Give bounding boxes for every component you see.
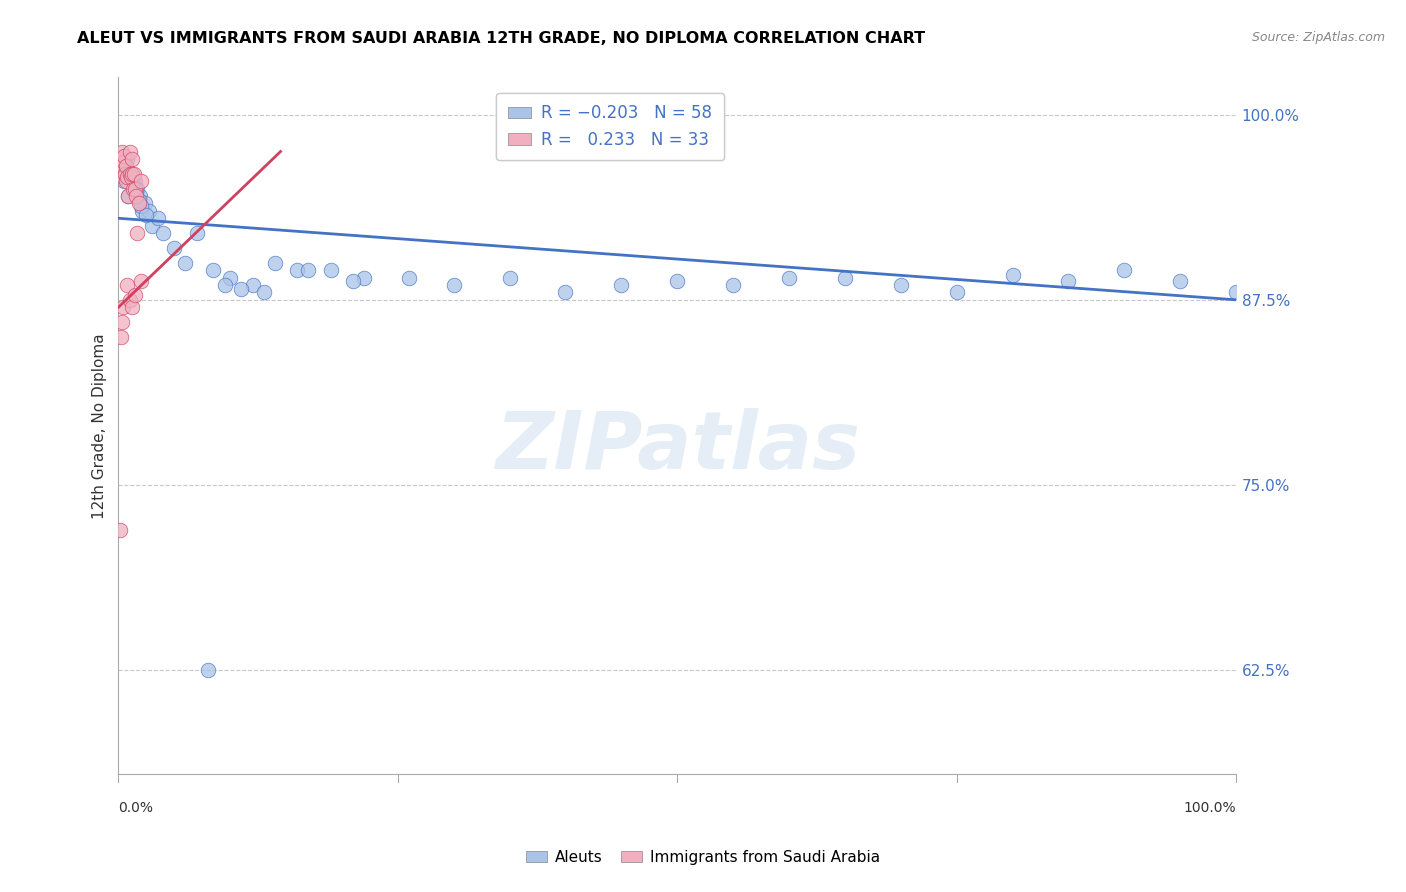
Legend: Aleuts, Immigrants from Saudi Arabia: Aleuts, Immigrants from Saudi Arabia xyxy=(520,844,886,871)
Point xyxy=(118,167,141,181)
Point xyxy=(353,270,375,285)
Point xyxy=(129,274,152,288)
Point xyxy=(1168,274,1191,288)
Point xyxy=(120,169,142,184)
Point xyxy=(197,664,219,678)
Point xyxy=(666,274,689,288)
Point xyxy=(174,256,197,270)
Point xyxy=(264,256,287,270)
Point xyxy=(443,278,465,293)
Point xyxy=(1114,263,1136,277)
Point xyxy=(128,196,150,211)
Point xyxy=(128,189,150,203)
Point xyxy=(1001,268,1024,282)
Point xyxy=(122,167,145,181)
Point xyxy=(202,263,225,277)
Point xyxy=(117,152,139,166)
Point xyxy=(231,282,253,296)
Point xyxy=(111,169,134,184)
Point xyxy=(125,185,148,199)
Point xyxy=(117,278,139,293)
Point xyxy=(721,278,744,293)
Point xyxy=(117,189,139,203)
Point xyxy=(285,263,308,277)
Point xyxy=(111,152,134,166)
Point xyxy=(118,293,141,307)
Text: ZIPatlas: ZIPatlas xyxy=(495,408,859,486)
Point xyxy=(117,169,139,184)
Point xyxy=(121,152,143,166)
Point xyxy=(112,155,135,169)
Point xyxy=(125,189,148,203)
Point xyxy=(398,270,420,285)
Text: ALEUT VS IMMIGRANTS FROM SAUDI ARABIA 12TH GRADE, NO DIPLOMA CORRELATION CHART: ALEUT VS IMMIGRANTS FROM SAUDI ARABIA 12… xyxy=(77,31,925,46)
Point xyxy=(128,194,150,208)
Point xyxy=(121,167,143,181)
Point xyxy=(498,270,520,285)
Point xyxy=(834,270,856,285)
Point xyxy=(214,278,236,293)
Point xyxy=(111,145,134,159)
Point xyxy=(890,278,912,293)
Point xyxy=(135,208,157,222)
Point xyxy=(117,189,139,203)
Point xyxy=(110,167,132,181)
Point xyxy=(297,263,319,277)
Point xyxy=(778,270,800,285)
Point xyxy=(342,274,364,288)
Y-axis label: 12th Grade, No Diploma: 12th Grade, No Diploma xyxy=(93,333,107,518)
Point xyxy=(111,160,134,174)
Point xyxy=(120,169,142,184)
Point xyxy=(112,174,135,188)
Point xyxy=(108,167,131,181)
Point xyxy=(127,181,149,195)
Point xyxy=(138,203,160,218)
Point xyxy=(129,199,152,213)
Point xyxy=(121,300,143,314)
Point xyxy=(554,285,576,300)
Legend: R = −0.203   N = 58, R =   0.233   N = 33: R = −0.203 N = 58, R = 0.233 N = 33 xyxy=(496,93,724,161)
Text: 0.0%: 0.0% xyxy=(118,801,153,815)
Point xyxy=(134,196,156,211)
Point xyxy=(141,219,163,233)
Point xyxy=(945,285,967,300)
Point xyxy=(110,330,132,344)
Point xyxy=(152,226,174,240)
Point xyxy=(124,174,146,188)
Point xyxy=(111,160,134,174)
Point xyxy=(124,288,146,302)
Point xyxy=(163,241,186,255)
Point xyxy=(131,203,153,218)
Point xyxy=(114,167,136,181)
Point xyxy=(319,263,342,277)
Point xyxy=(1057,274,1080,288)
Point xyxy=(122,181,145,195)
Point xyxy=(122,174,145,188)
Point xyxy=(186,226,208,240)
Point xyxy=(610,278,633,293)
Point xyxy=(115,174,138,188)
Point xyxy=(118,145,141,159)
Point xyxy=(110,152,132,166)
Point xyxy=(219,270,242,285)
Point xyxy=(242,278,264,293)
Text: Source: ZipAtlas.com: Source: ZipAtlas.com xyxy=(1251,31,1385,45)
Point xyxy=(122,181,145,195)
Point xyxy=(111,300,134,314)
Point xyxy=(118,167,141,181)
Point xyxy=(115,160,138,174)
Point xyxy=(129,174,152,188)
Point xyxy=(253,285,276,300)
Point xyxy=(111,315,134,329)
Point xyxy=(115,160,138,174)
Point xyxy=(121,167,143,181)
Point xyxy=(114,167,136,181)
Point xyxy=(146,211,169,226)
Point xyxy=(1225,285,1247,300)
Point xyxy=(124,181,146,195)
Point xyxy=(127,226,149,240)
Point xyxy=(112,149,135,163)
Point xyxy=(108,523,131,537)
Text: 100.0%: 100.0% xyxy=(1184,801,1236,815)
